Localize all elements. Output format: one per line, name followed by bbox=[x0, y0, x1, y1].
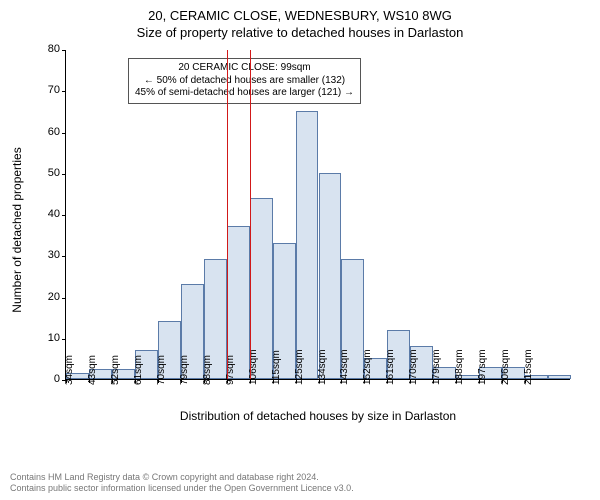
x-tick-label: 197sqm bbox=[477, 349, 488, 385]
reference-line bbox=[227, 50, 228, 379]
x-tick-label: 134sqm bbox=[317, 349, 328, 385]
y-axis-label: Number of detached properties bbox=[10, 147, 24, 312]
annotation-line1: 20 CERAMIC CLOSE: 99sqm bbox=[135, 62, 354, 75]
title-address: 20, CERAMIC CLOSE, WEDNESBURY, WS10 8WG bbox=[0, 8, 600, 23]
x-tick-label: 115sqm bbox=[271, 350, 282, 385]
y-tick-label: 20 bbox=[48, 291, 66, 303]
x-tick-label: 152sqm bbox=[362, 349, 373, 385]
x-tick-label: 179sqm bbox=[431, 349, 442, 385]
title-subtitle: Size of property relative to detached ho… bbox=[0, 25, 600, 40]
x-tick-label: 125sqm bbox=[294, 349, 305, 385]
histogram-bar bbox=[548, 375, 571, 379]
x-tick-label: 143sqm bbox=[339, 349, 350, 385]
x-tick-label: 34sqm bbox=[64, 355, 75, 385]
histogram-bar bbox=[319, 173, 342, 379]
y-tick-label: 60 bbox=[48, 126, 66, 138]
x-tick-label: 170sqm bbox=[408, 349, 419, 385]
chart-title-block: 20, CERAMIC CLOSE, WEDNESBURY, WS10 8WG … bbox=[0, 0, 600, 40]
x-tick-label: 188sqm bbox=[454, 349, 465, 385]
annotation-box: 20 CERAMIC CLOSE: 99sqm ← 50% of detache… bbox=[128, 58, 361, 104]
y-tick-label: 50 bbox=[48, 167, 66, 179]
x-tick-label: 70sqm bbox=[156, 355, 167, 385]
annotation-line2: ← 50% of detached houses are smaller (13… bbox=[135, 75, 354, 88]
y-tick-label: 30 bbox=[48, 249, 66, 261]
x-tick-label: 215sqm bbox=[523, 349, 534, 385]
footer-attribution: Contains HM Land Registry data © Crown c… bbox=[10, 472, 354, 495]
y-tick-label: 80 bbox=[48, 43, 66, 55]
footer-line1: Contains HM Land Registry data © Crown c… bbox=[10, 472, 354, 483]
annotation-line3: 45% of semi-detached houses are larger (… bbox=[135, 87, 354, 100]
y-tick-label: 70 bbox=[48, 84, 66, 96]
x-tick-label: 161sqm bbox=[385, 349, 396, 385]
x-tick-label: 61sqm bbox=[133, 355, 144, 385]
chart-container: Number of detached properties 20 CERAMIC… bbox=[45, 50, 580, 410]
x-axis-label: Distribution of detached houses by size … bbox=[180, 409, 456, 423]
reference-line bbox=[250, 50, 251, 379]
footer-line2: Contains public sector information licen… bbox=[10, 483, 354, 494]
x-tick-label: 43sqm bbox=[87, 355, 98, 385]
x-tick-label: 52sqm bbox=[110, 355, 121, 385]
histogram-bar bbox=[296, 111, 319, 379]
y-tick-label: 40 bbox=[48, 208, 66, 220]
plot-area: 20 CERAMIC CLOSE: 99sqm ← 50% of detache… bbox=[65, 50, 570, 380]
x-tick-label: 88sqm bbox=[202, 355, 213, 385]
y-tick-label: 10 bbox=[48, 332, 66, 344]
x-tick-label: 79sqm bbox=[179, 355, 190, 385]
x-tick-label: 206sqm bbox=[500, 349, 511, 385]
